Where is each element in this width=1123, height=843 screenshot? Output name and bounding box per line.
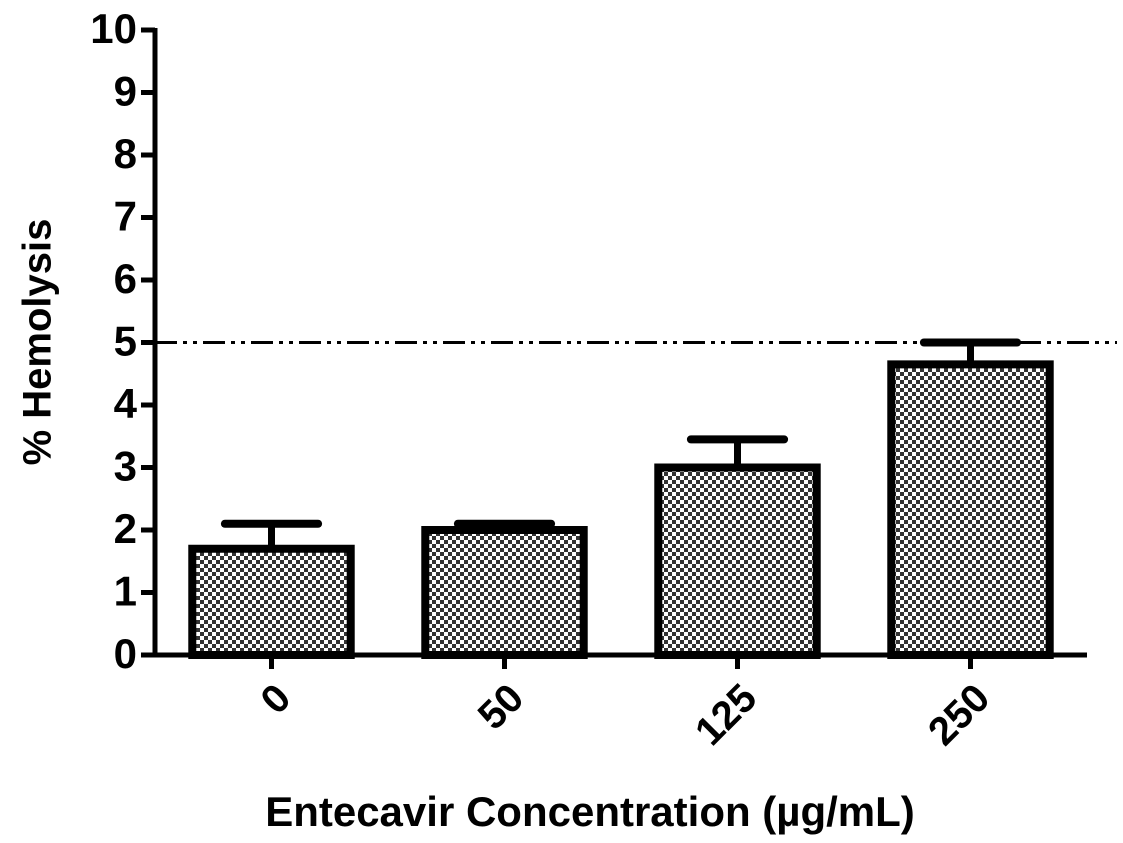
y-axis-label: % Hemolysis <box>16 219 60 466</box>
x-tick-label: 0 <box>252 676 299 723</box>
x-tick-label: 250 <box>920 676 998 754</box>
bar <box>188 544 355 659</box>
bar <box>421 526 588 659</box>
y-tick-label: 3 <box>114 443 137 490</box>
y-tick-label: 5 <box>114 318 137 365</box>
y-tick-label: 9 <box>114 68 137 115</box>
bar <box>654 463 821 659</box>
x-tick-label: 50 <box>470 676 533 739</box>
y-tick-label: 1 <box>114 568 137 615</box>
y-tick-label: 2 <box>114 505 137 552</box>
y-tick-label: 10 <box>90 5 137 52</box>
y-tick-label: 6 <box>114 255 137 302</box>
y-tick-label: 0 <box>114 630 137 677</box>
y-tick-label: 4 <box>114 380 138 427</box>
bar <box>887 360 1054 659</box>
y-tick-label: 7 <box>114 193 137 240</box>
x-axis-label: Entecavir Concentration (µg/mL) <box>265 788 915 835</box>
y-tick-label: 8 <box>114 130 137 177</box>
x-tick-label: 125 <box>687 676 765 754</box>
